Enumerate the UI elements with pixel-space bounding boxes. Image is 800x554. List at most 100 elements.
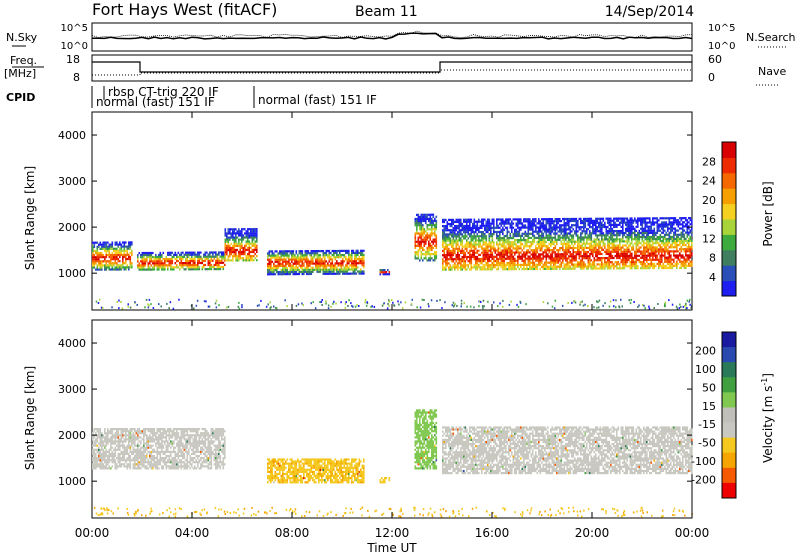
power-echo-cell: [586, 238, 588, 241]
power-echo-cell: [352, 272, 355, 275]
power-echo-cell: [236, 230, 239, 233]
power-echo-cell: [104, 247, 106, 250]
power-echo-cell: [164, 262, 166, 265]
power-echo-cell: [607, 219, 609, 222]
power-echo-cell: [137, 260, 139, 263]
power-echo-cell: [213, 251, 216, 254]
power-echo-cell: [312, 270, 314, 273]
power-echo-cell: [445, 239, 447, 242]
power-echo-cell: [449, 225, 452, 228]
power-echo-cell: [420, 226, 423, 229]
power-echo-cell: [428, 228, 430, 231]
power-echo-cell: [682, 233, 684, 236]
power-echo-cell: [536, 232, 539, 235]
power-echo-cell: [671, 246, 674, 249]
power-echo-cell: [143, 254, 145, 257]
power-echo-cell: [239, 248, 242, 252]
power-echo-cell: [581, 248, 584, 252]
power-echo-cell: [688, 262, 690, 265]
power-echo-cell: [125, 268, 127, 271]
power-echo-cell: [559, 234, 561, 237]
power-echo-cell: [625, 221, 627, 224]
power-echo-cell: [355, 255, 358, 259]
power-echo-cell: [554, 257, 557, 260]
power-echo-cell: [550, 220, 552, 223]
power-echo-cell: [140, 254, 142, 257]
power-echo-cell: [443, 249, 446, 253]
power-echo-cell: [679, 258, 681, 261]
power-echo-cell: [354, 251, 356, 254]
power-echo-cell: [583, 250, 585, 254]
power-echo-cell: [254, 240, 257, 243]
power-echo-cell: [357, 253, 359, 257]
power-echo-cell: [643, 229, 645, 232]
power-echo-cell: [595, 230, 597, 233]
power-echo-cell: [533, 251, 536, 254]
power-echo-cell: [622, 232, 624, 235]
power-echo-cell: [111, 241, 114, 244]
power-echo-cell: [647, 236, 650, 239]
power-echo-cell: [575, 253, 578, 256]
power-echo-cell: [197, 261, 199, 265]
power-echo-cell: [517, 241, 519, 244]
power-echo-cell: [428, 217, 430, 220]
power-echo-cell: [122, 249, 124, 252]
power-echo-cell: [677, 254, 680, 257]
power-echo-cell: [110, 247, 112, 250]
power-echo-cell: [360, 260, 362, 263]
power-echo-cell: [527, 251, 530, 254]
power-echo-cell: [655, 231, 657, 234]
power-echo-cell: [659, 248, 662, 251]
power-echo-cell: [667, 223, 669, 226]
power-echo-cell: [641, 240, 644, 243]
power-echo-cell: [593, 232, 596, 235]
power-echo-cell: [481, 222, 483, 225]
power-echo-cell: [574, 219, 576, 223]
power-echo-cell: [496, 237, 498, 240]
power-echo-cell: [210, 251, 213, 254]
power-echo-cell: [473, 222, 476, 225]
power-echo-cell: [434, 259, 436, 262]
power-echo-cell: [520, 226, 522, 229]
power-echo-cell: [586, 219, 588, 222]
power-echo-cell: [345, 266, 347, 269]
power-echo-cell: [524, 238, 527, 242]
power-echo-cell: [497, 251, 500, 254]
power-echo-cell: [650, 225, 653, 228]
power-echo-cell: [500, 222, 503, 225]
power-echo-cell: [114, 256, 117, 259]
power-echo-cell: [520, 220, 522, 223]
power-echo-cell: [485, 222, 488, 225]
power-echo-cell: [180, 262, 183, 265]
power-echo-cell: [601, 225, 603, 229]
power-echo-cell: [194, 253, 196, 256]
power-echo-cell: [551, 251, 554, 254]
power-echo-cell: [508, 222, 510, 225]
power-echo-cell: [611, 236, 614, 239]
power-echo-cell: [464, 256, 467, 259]
power-echo-cell: [446, 251, 449, 255]
power-echo-cell: [631, 254, 633, 257]
power-echo-cell: [686, 248, 689, 251]
power-echo-cell: [466, 235, 468, 238]
power-echo-cell: [460, 251, 462, 254]
power-echo-cell: [301, 270, 304, 273]
power-echo-cell: [586, 217, 588, 220]
power-echo-cell: [274, 256, 277, 259]
power-echo-cell: [463, 237, 465, 240]
power-echo-cell: [189, 251, 192, 254]
power-echo-cell: [333, 266, 335, 269]
power-echo-cell: [514, 243, 516, 246]
power-echo-cell: [267, 264, 269, 268]
power-echo-cell: [634, 236, 636, 239]
power-echo-cell: [610, 232, 612, 235]
power-echo-cell: [661, 256, 663, 259]
power-echo-cell: [596, 263, 599, 266]
power-echo-cell: [215, 253, 217, 256]
power-echo-cell: [233, 228, 236, 231]
power-echo-cell: [467, 241, 470, 244]
power-echo-cell: [318, 262, 320, 265]
power-echo-cell: [306, 250, 308, 253]
power-echo-cell: [342, 249, 344, 252]
power-echo-cell: [298, 258, 301, 261]
